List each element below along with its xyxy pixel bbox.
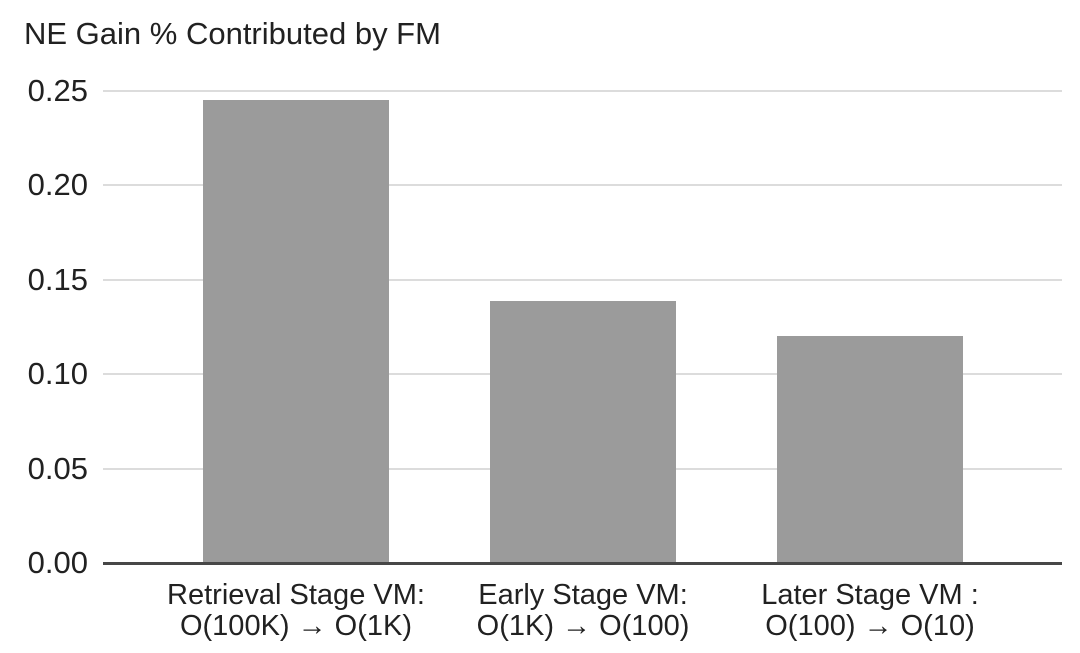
- bar: [203, 100, 389, 563]
- x-category-line2: O(100K) → O(1K): [179, 610, 413, 642]
- x-category-label: Later Stage VM : O(100) → O(10): [700, 580, 1040, 642]
- y-tick-label: 0.25: [27, 73, 88, 108]
- x-category-label: Early Stage VM: O(1K) → O(100): [413, 580, 753, 642]
- gridline: [103, 184, 1062, 187]
- gridline: [103, 278, 1062, 281]
- bar: [490, 300, 676, 563]
- x-category-label: Retrieval Stage VM: O(100K) → O(1K): [126, 580, 466, 642]
- x-category-line1: Later Stage VM :: [761, 579, 979, 611]
- gridline: [103, 90, 1062, 92]
- y-tick-label: 0.20: [27, 167, 88, 203]
- y-tick-label: 0.00: [27, 545, 88, 580]
- x-category-line1: Early Stage VM:: [478, 579, 688, 611]
- y-tick-label: 0.15: [27, 261, 88, 297]
- x-category-line2: O(1K) → O(100): [476, 610, 690, 642]
- x-category-line2: O(100) → O(10): [765, 610, 975, 642]
- x-category-line1: Retrieval Stage VM:: [167, 579, 425, 611]
- x-axis-line: [103, 562, 1062, 565]
- y-tick-label: 0.10: [27, 356, 88, 392]
- y-tick-label: 0.05: [27, 450, 88, 486]
- chart-title: NE Gain % Contributed by FM: [24, 16, 441, 51]
- bar: [777, 336, 963, 563]
